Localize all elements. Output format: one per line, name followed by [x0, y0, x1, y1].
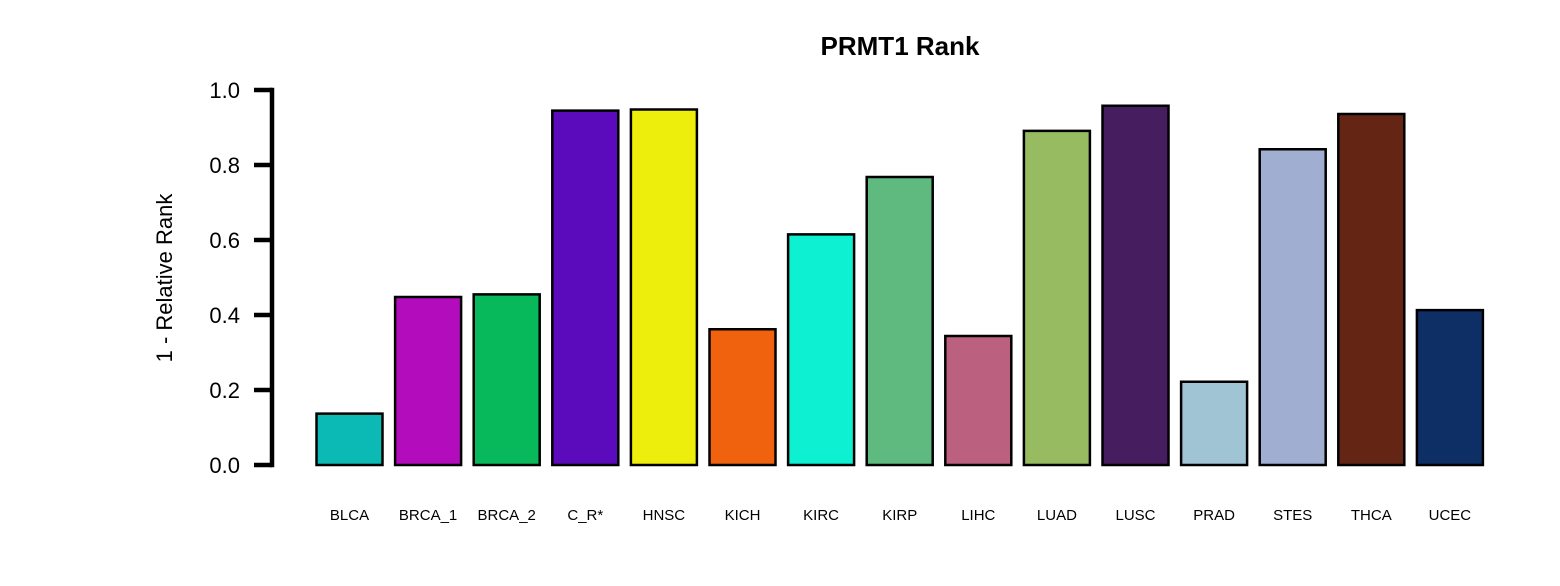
bars-group: [315, 104, 1485, 467]
bar-prad: [1179, 380, 1249, 467]
y-tick-label: 0.0: [209, 453, 240, 478]
y-axis-label: 1 - Relative Rank: [152, 193, 177, 363]
y-tick-label: 1.0: [209, 78, 240, 103]
x-tick-label: BRCA_2: [478, 507, 536, 524]
y-tick-label: 0.4: [209, 303, 240, 328]
bar-lihc: [944, 334, 1013, 467]
x-tick-label: BRCA_1: [399, 507, 457, 524]
bar-kirc: [786, 233, 856, 467]
bar-brca-1: [393, 295, 463, 467]
y-tick-label: 0.6: [209, 228, 240, 253]
bar-kich: [708, 328, 777, 467]
x-tick-label: LUAD: [1037, 507, 1077, 524]
bar-brca-2: [472, 293, 541, 467]
x-tick-label: UCEC: [1429, 507, 1472, 524]
bar-thca: [1337, 112, 1406, 467]
x-tick-label: KIRC: [803, 507, 839, 524]
x-tick-label: KICH: [725, 507, 761, 524]
x-tick-label: C_R*: [567, 507, 603, 524]
x-tick-label: PRAD: [1193, 507, 1235, 524]
bar-blca: [315, 412, 384, 467]
bar-c-r: [551, 109, 620, 467]
x-tick-label: LUSC: [1115, 507, 1155, 524]
x-tick-label: KIRP: [882, 507, 917, 524]
bar-luad: [1022, 129, 1092, 467]
bar-kirp: [865, 175, 934, 467]
chart-title: PRMT1 Rank: [821, 31, 980, 61]
x-tick-label: STES: [1273, 507, 1312, 524]
x-tick-label: BLCA: [330, 507, 369, 524]
bar-hnsc: [629, 108, 699, 467]
x-tick-label: HNSC: [643, 507, 686, 524]
y-tick-label: 0.2: [209, 378, 240, 403]
bar-stes: [1258, 148, 1327, 467]
bar-ucec: [1415, 308, 1485, 467]
x-axis-labels: BLCA BRCA_1 BRCA_2 C_R* HNSC KICH KIRC KIRP LIHC…: [330, 507, 1471, 524]
y-tick-label: 0.8: [209, 153, 240, 178]
y-axis: 0.0 0.2 0.4 0.6 0.8 1.0: [209, 78, 275, 478]
x-tick-label: THCA: [1351, 507, 1392, 524]
bar-lusc: [1101, 104, 1170, 467]
x-tick-label: LIHC: [961, 507, 995, 524]
